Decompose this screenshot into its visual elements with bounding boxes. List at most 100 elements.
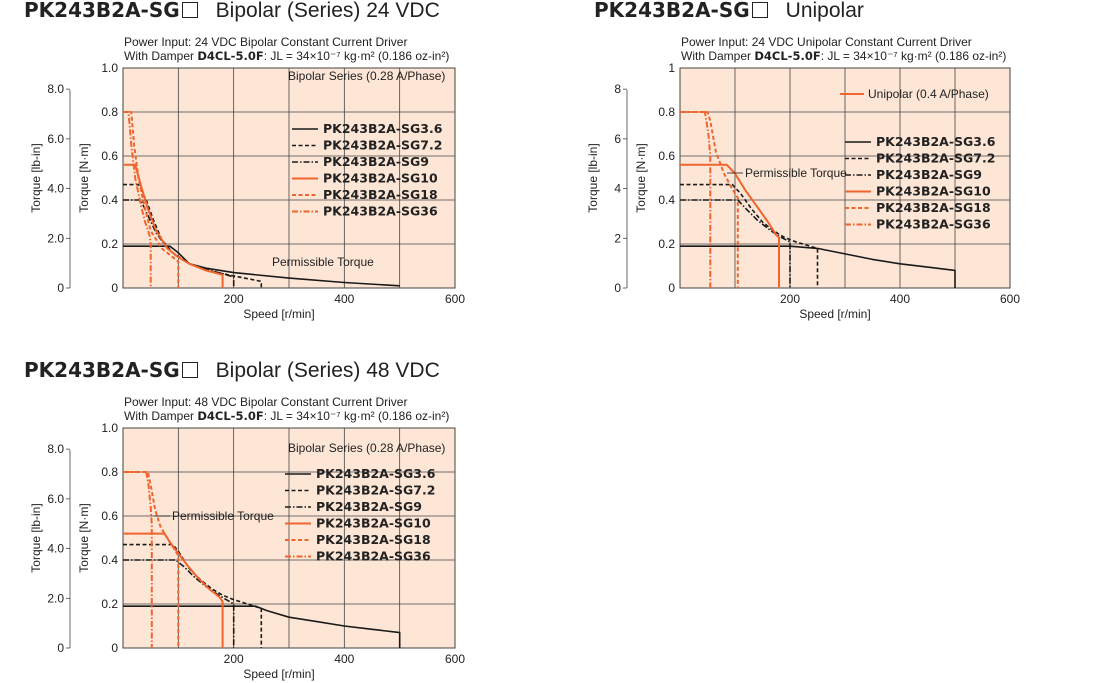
y-axis-label-nm: Torque [N·m] — [634, 143, 648, 212]
info-line-2-suffix: : JL = 34×10⁻⁷ kg·m² (0.186 oz-in²) — [263, 409, 450, 423]
y-axis-label-lbin: Torque [lb-in] — [29, 143, 43, 212]
y-tick-label-lbin: 8.0 — [47, 82, 64, 96]
series-line-pk243b2a-sg36 — [680, 111, 712, 288]
legend-label: PK243B2A-SG9 — [323, 154, 429, 169]
info-line-2: With Damper D4CL-5.0F: JL = 34×10⁻⁷ kg·m… — [124, 409, 449, 423]
legend-label: PK243B2A-SG9 — [316, 499, 422, 514]
legend-label: PK243B2A-SG7.2 — [323, 138, 442, 153]
y-axis-label-lbin: Torque [lb-in] — [29, 503, 43, 572]
info-line-1: Power Input: 24 VDC Unipolar Constant Cu… — [681, 35, 972, 49]
x-tick-label: 200 — [224, 292, 244, 306]
gridlines — [123, 428, 455, 648]
chart-title-model: PK243B2A-SG — [24, 0, 180, 22]
series-line-pk243b2a-sg18 — [680, 111, 739, 288]
legend-label: PK243B2A-SG7.2 — [876, 151, 995, 166]
series-line-pk243b2a-sg10 — [123, 163, 224, 288]
info-line-2-prefix: With Damper — [124, 409, 198, 423]
x-axis-label: Speed [r/min] — [243, 667, 314, 681]
chart-title: PK243B2A-SG Bipolar (Series) 48 VDC — [24, 358, 440, 383]
series-line-pk243b2a-sg18 — [123, 471, 180, 648]
y-tick-label-nm: 0 — [111, 281, 118, 295]
series-line-pk243b2a-sg9 — [680, 199, 791, 288]
chart-title-sub: Unipolar — [785, 0, 864, 22]
y-tick-label-nm: 0.6 — [101, 149, 118, 163]
legend-label: PK243B2A-SG18 — [323, 187, 438, 202]
gridlines — [123, 68, 455, 288]
plot-frame — [122, 67, 456, 289]
chart-info: Power Input: 24 VDC Bipolar Constant Cur… — [124, 35, 449, 63]
series-line-pk243b2a-sg36 — [123, 111, 152, 288]
legend-label: PK243B2A-SG18 — [876, 200, 991, 215]
legend-title: Unipolar (0.4 A/Phase) — [868, 87, 989, 101]
chart-panel-bipolar-48vdc: PK243B2A-SG Bipolar (Series) 48 VDC Power… — [0, 358, 520, 683]
y-tick-label-nm: 0.4 — [658, 193, 675, 207]
series-line-pk243b2a-sg7.2 — [123, 543, 263, 648]
chart-title: PK243B2A-SG Bipolar (Series) 24 VDC — [24, 0, 440, 23]
y-tick-label-lbin: 0 — [614, 281, 621, 295]
chart-svg: 0 0.2 0.4 0.6 0.8 1 200 400 600 0 2 4 6 8 Torque [N·m]… — [586, 61, 1020, 321]
y-tick-label-nm: 0.2 — [101, 597, 118, 611]
x-tick-label: 400 — [334, 652, 354, 666]
legend-label: PK243B2A-SG18 — [316, 532, 431, 547]
x-tick-label: 400 — [890, 292, 910, 306]
info-line-1: Power Input: 24 VDC Bipolar Constant Cur… — [124, 35, 408, 49]
series-line-pk243b2a-sg3.6 — [680, 245, 956, 288]
plot-frame — [679, 67, 1011, 289]
chart-info: Power Input: 24 VDC Unipolar Constant Cu… — [681, 35, 1006, 63]
permissible-torque-note: Permissible Torque — [745, 166, 847, 180]
y-tick-label-nm: 1 — [668, 61, 675, 75]
chart-title-model: PK243B2A-SG — [24, 358, 180, 382]
legend-label: PK243B2A-SG3.6 — [316, 466, 436, 481]
x-tick-label: 600 — [445, 652, 465, 666]
y-tick-label-nm: 0.8 — [101, 105, 118, 119]
chart-panel-unipolar: PK243B2A-SG Unipolar Power Input: 24 VDC … — [570, 0, 1090, 330]
y-tick-label-lbin: 4.0 — [47, 182, 64, 196]
legend-label: PK243B2A-SG10 — [323, 171, 438, 186]
y-tick-label-nm: 0 — [111, 641, 118, 655]
legend-label: PK243B2A-SG36 — [323, 204, 438, 219]
y-tick-label-lbin: 6 — [614, 132, 621, 146]
y-axis-label-nm: Torque [N·m] — [77, 503, 91, 572]
y-tick-label-nm: 0 — [668, 281, 675, 295]
chart-svg: 0 0.2 0.4 0.6 0.8 1.0 200 400 600 0 2.0 4.0 6.0 8.0 To… — [29, 421, 465, 681]
y-tick-label-lbin: 6.0 — [47, 492, 64, 506]
legend-label: PK243B2A-SG9 — [876, 167, 982, 182]
x-tick-label: 200 — [224, 652, 244, 666]
y-tick-label-lbin: 8.0 — [47, 442, 64, 456]
permissible-torque-note: Permissible Torque — [172, 509, 274, 523]
legend-label: PK243B2A-SG36 — [316, 549, 431, 564]
chart-svg: 0 0.2 0.4 0.6 0.8 1.0 200 400 600 0 2.0 4.0 6.0 8.0 To… — [29, 61, 465, 321]
legend-label: PK243B2A-SG7.2 — [316, 483, 435, 498]
y-axis-label-nm: Torque [N·m] — [77, 143, 91, 212]
chart-title-sub: Bipolar (Series) 24 VDC — [215, 0, 440, 22]
y-tick-label-lbin: 2.0 — [47, 231, 64, 245]
x-axis-label: Speed [r/min] — [243, 307, 314, 321]
y-tick-label-lbin: 8 — [614, 82, 621, 96]
info-line-2: With Damper D4CL-5.0F: JL = 34×10⁻⁷ kg·m… — [124, 49, 449, 63]
y-tick-label-lbin: 0 — [57, 281, 64, 295]
info-line-2: With Damper D4CL-5.0F: JL = 34×10⁻⁷ kg·m… — [681, 49, 1006, 63]
chart-title-sub: Bipolar (Series) 48 VDC — [215, 359, 440, 382]
y-tick-label-lbin: 4.0 — [47, 542, 64, 556]
series-line-pk243b2a-sg10 — [680, 163, 780, 288]
plot-frame — [122, 427, 456, 649]
y-tick-label-nm: 0.4 — [101, 553, 118, 567]
y-axis-label-lbin: Torque [lb-in] — [586, 143, 600, 212]
legend-title: Bipolar Series (0.28 A/Phase) — [288, 69, 445, 83]
x-tick-label: 600 — [445, 292, 465, 306]
x-tick-label: 400 — [334, 292, 354, 306]
y-tick-label-nm: 0.2 — [658, 237, 675, 251]
info-line-2-prefix: With Damper — [681, 49, 755, 63]
y-tick-label-lbin: 2 — [614, 231, 621, 245]
damper-model: D4CL-5.0F — [754, 49, 821, 63]
y-tick-label-lbin: 6.0 — [47, 132, 64, 146]
series-line-pk243b2a-sg3.6 — [123, 605, 401, 648]
x-tick-label: 600 — [1000, 292, 1020, 306]
info-line-1: Power Input: 48 VDC Bipolar Constant Cur… — [124, 395, 408, 409]
info-line-2-suffix: : JL = 34×10⁻⁷ kg·m² (0.186 oz-in²) — [820, 49, 1007, 63]
legend-label: PK243B2A-SG3.6 — [323, 121, 443, 136]
legend-title: Bipolar Series (0.28 A/Phase) — [288, 441, 445, 455]
y-tick-label-nm: 0.8 — [101, 465, 118, 479]
series-line-pk243b2a-sg3.6 — [123, 245, 400, 287]
y-tick-label-nm: 0.2 — [101, 237, 118, 251]
